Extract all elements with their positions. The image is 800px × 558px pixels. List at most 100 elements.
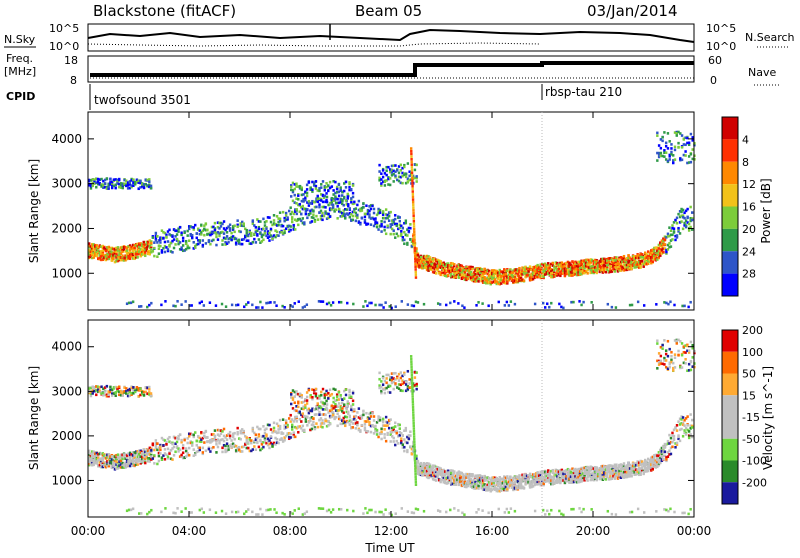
velocity-pixel — [370, 431, 372, 434]
power-pixel — [164, 251, 166, 254]
power-pixel — [336, 198, 338, 201]
power-pixel — [133, 247, 135, 250]
power-pixel — [409, 238, 411, 241]
velocity-pixel — [374, 425, 376, 428]
power-pixel — [188, 228, 190, 231]
power-pixel — [199, 239, 201, 242]
velocity-pixel — [385, 440, 387, 443]
velocity-pixel — [214, 429, 216, 432]
power-pixel — [156, 235, 158, 238]
power-pixel — [689, 206, 691, 209]
power-pixel — [402, 227, 404, 230]
velocity-pixel — [359, 430, 361, 433]
velocity-pixel — [391, 431, 393, 434]
power-pixel — [380, 172, 382, 175]
power-pixel — [411, 174, 413, 177]
velocity-pixel — [229, 435, 231, 438]
power-pixel — [377, 228, 379, 231]
power-pixel — [200, 224, 202, 227]
power-pixel — [315, 180, 317, 183]
power-pixel — [320, 183, 322, 186]
velocity-pixel — [229, 431, 231, 434]
power-swatch — [722, 229, 738, 251]
power-pixel — [688, 141, 690, 144]
velocity-pixel — [233, 432, 235, 435]
power-pixel — [325, 199, 327, 202]
power-pixel — [546, 302, 548, 305]
power-pixel — [262, 238, 264, 241]
power-pixel — [156, 255, 158, 258]
power-pixel — [227, 241, 229, 244]
power-pixel — [264, 232, 266, 235]
power-pixel — [243, 222, 245, 225]
freq-label-1: Freq. — [6, 52, 33, 65]
power-pixel — [355, 207, 357, 210]
power-pixel — [115, 187, 117, 190]
velocity-pixel — [311, 428, 313, 431]
power-pixel — [412, 206, 414, 209]
power-pixel — [388, 215, 390, 218]
velocity-pixel — [171, 458, 173, 461]
power-pixel — [662, 251, 664, 254]
power-pixel — [405, 219, 407, 222]
power-pixel — [393, 233, 395, 236]
power-pixel — [289, 225, 291, 228]
power-pixel — [550, 302, 552, 305]
velocity-pixel — [215, 451, 217, 454]
power-pixel — [292, 305, 294, 308]
velocity-pixel — [188, 447, 190, 450]
power-pixel — [681, 134, 683, 137]
power-pixel — [312, 210, 314, 213]
power-pixel — [412, 190, 414, 193]
power-pixel — [352, 184, 354, 187]
power-pixel — [553, 269, 555, 272]
velocity-pixel — [291, 424, 293, 427]
power-pixel — [445, 304, 447, 307]
velocity-pixel — [150, 449, 152, 452]
power-pixel — [385, 232, 387, 235]
power-pixel — [682, 209, 684, 212]
power-pixel — [306, 192, 308, 195]
power-pixel — [670, 147, 672, 150]
velocity-pixel — [268, 439, 270, 442]
velocity-pixel — [205, 430, 207, 433]
velocity-pixel — [400, 437, 402, 440]
power-pixel — [380, 223, 382, 226]
velocity-pixel — [167, 448, 169, 451]
cpid-mode-1: twofsound 3501 — [94, 93, 191, 107]
power-pixel — [279, 217, 281, 220]
power-swatch — [722, 274, 738, 296]
power-pixel — [153, 247, 155, 250]
velocity-pixel — [409, 434, 411, 437]
velocity-pixel — [203, 441, 205, 444]
power-pixel — [112, 257, 114, 260]
power-pixel — [185, 240, 187, 243]
power-pixel — [118, 178, 120, 181]
velocity-pixel — [356, 411, 358, 414]
power-ytick-3000: 3000 — [51, 177, 82, 191]
velocity-pixel — [252, 448, 254, 451]
power-pixel — [315, 206, 317, 209]
velocity-pixel — [365, 412, 367, 415]
velocity-pixel — [291, 428, 293, 431]
power-pixel — [405, 222, 407, 225]
power-pixel — [458, 276, 460, 279]
power-pixel — [413, 233, 415, 236]
power-pixel — [306, 303, 308, 306]
power-pixel — [247, 301, 249, 304]
power-pixel — [608, 261, 610, 264]
velocity-pixel — [388, 422, 390, 425]
power-pixel — [332, 189, 334, 192]
power-pixel — [389, 184, 391, 187]
power-pixel — [370, 302, 372, 305]
power-pixel — [183, 231, 185, 234]
power-pixel — [238, 239, 240, 242]
power-pixel — [348, 181, 350, 184]
velocity-pixel — [312, 424, 314, 427]
power-pixel — [639, 266, 641, 269]
velocity-pixel — [402, 443, 404, 446]
power-pixel — [410, 158, 412, 161]
power-pixel — [668, 242, 670, 245]
velocity-pixel — [262, 435, 264, 438]
velocity-pixel — [255, 433, 257, 436]
